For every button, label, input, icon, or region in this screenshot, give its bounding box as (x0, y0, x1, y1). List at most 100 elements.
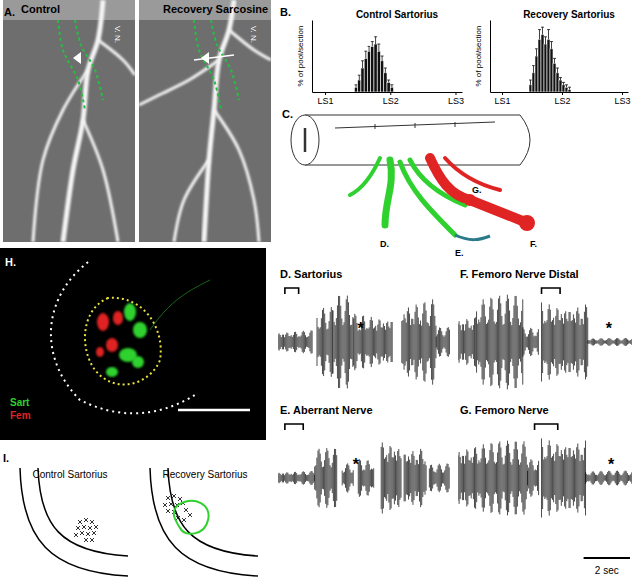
error-bar (358, 75, 361, 80)
tick-label: LS3 (614, 96, 630, 106)
legend-entry: Sart (10, 397, 30, 408)
panel-h: H. Sart Fem (0, 248, 266, 440)
image-background (139, 0, 271, 242)
cell-marker (184, 508, 188, 512)
nerve (204, 0, 234, 242)
bar (384, 73, 387, 92)
figure: ControlV. N.Recovery SarcosineV. N.A.B.L… (0, 0, 640, 581)
cell-marker (86, 532, 90, 536)
burst (354, 314, 393, 370)
cell-marker (163, 503, 167, 507)
histogram: LS1LS2LS3% of pool/sectionRecovery Sarto… (474, 9, 631, 106)
asterisk: * (357, 320, 364, 337)
bar (377, 51, 380, 92)
nerve (33, 70, 88, 242)
error-bar (556, 68, 559, 73)
cell-marker (166, 509, 170, 513)
bar (364, 58, 367, 92)
bar (541, 34, 544, 92)
tick: LS3 (614, 92, 630, 106)
bar (374, 44, 377, 92)
cell-marker (74, 533, 78, 537)
asterisk: * (353, 456, 360, 473)
bar (367, 51, 370, 92)
cell-marker (178, 497, 182, 501)
cord-outline (150, 468, 258, 576)
outline-dotted (58, 20, 85, 110)
nerve-label: V. N. (249, 26, 258, 43)
asterisk: * (606, 320, 613, 337)
trace: *D. Sartorius (278, 268, 449, 388)
panel-i: I.Control SartoriusRecovery Sartorius (3, 452, 258, 576)
error-bar (565, 85, 568, 87)
nerve-end (464, 194, 476, 206)
image-band (3, 0, 135, 20)
cell-fem (113, 311, 123, 325)
bar (535, 56, 538, 92)
burst (402, 299, 436, 384)
cell-marker (92, 531, 96, 535)
nerve (174, 160, 209, 242)
marks (354, 37, 393, 92)
dendrite (150, 280, 210, 330)
branch-label: E. (455, 248, 464, 258)
burst (278, 471, 314, 485)
bar (550, 49, 553, 92)
error-bar (368, 46, 371, 51)
burst (458, 441, 527, 516)
image-background (3, 0, 135, 242)
outline-dotted (211, 20, 239, 100)
x-axis-line (491, 92, 629, 93)
panel-letter: I. (3, 452, 9, 464)
bar (380, 61, 383, 92)
tick: LS2 (554, 92, 570, 106)
cell-marker (188, 513, 192, 517)
cell-marker (90, 538, 94, 542)
legend-entry: Fem (10, 410, 31, 421)
error-bar (559, 78, 562, 80)
tick-mark (562, 92, 563, 95)
bar (562, 85, 565, 92)
error-bar (532, 66, 535, 73)
bar (544, 44, 547, 92)
nerve-teal (455, 235, 490, 240)
error-bar (553, 58, 556, 63)
trace: *F. Femoro Nerve Distal (458, 268, 632, 389)
cord-outline (38, 468, 128, 556)
cord-section (291, 115, 319, 165)
outline-dotted (194, 20, 221, 110)
cell-sart (133, 322, 147, 338)
bracket (542, 288, 561, 294)
cell-sart (132, 356, 144, 368)
bracket (285, 288, 299, 294)
burst (358, 459, 373, 497)
transect (335, 122, 495, 129)
panel-c: C.D.E.F.G. (282, 108, 537, 258)
nerve-red (430, 158, 525, 222)
error-bar (541, 27, 544, 34)
error-bar (374, 37, 377, 44)
error-bar (562, 82, 565, 84)
burst (477, 295, 523, 390)
nerve (83, 120, 118, 242)
burst (523, 327, 538, 356)
cell-marker (90, 520, 94, 524)
burst (458, 317, 476, 366)
tick-mark (390, 92, 391, 95)
error-bar (364, 51, 367, 58)
nerve (98, 40, 135, 75)
image-band (139, 0, 271, 20)
nerve-green (385, 160, 391, 225)
tick-label: LS2 (554, 96, 570, 106)
trace-title: G. Femoro Nerve (460, 404, 549, 416)
panel-letter: H. (5, 256, 16, 268)
cell-marker (78, 520, 82, 524)
bar (361, 68, 364, 92)
marks (278, 296, 449, 389)
y-axis (490, 21, 491, 93)
schematic-title: Control Sartorius (32, 469, 107, 480)
error-bar (550, 42, 553, 49)
error-bar (381, 56, 384, 61)
arrow (194, 55, 234, 60)
burst (278, 330, 312, 353)
